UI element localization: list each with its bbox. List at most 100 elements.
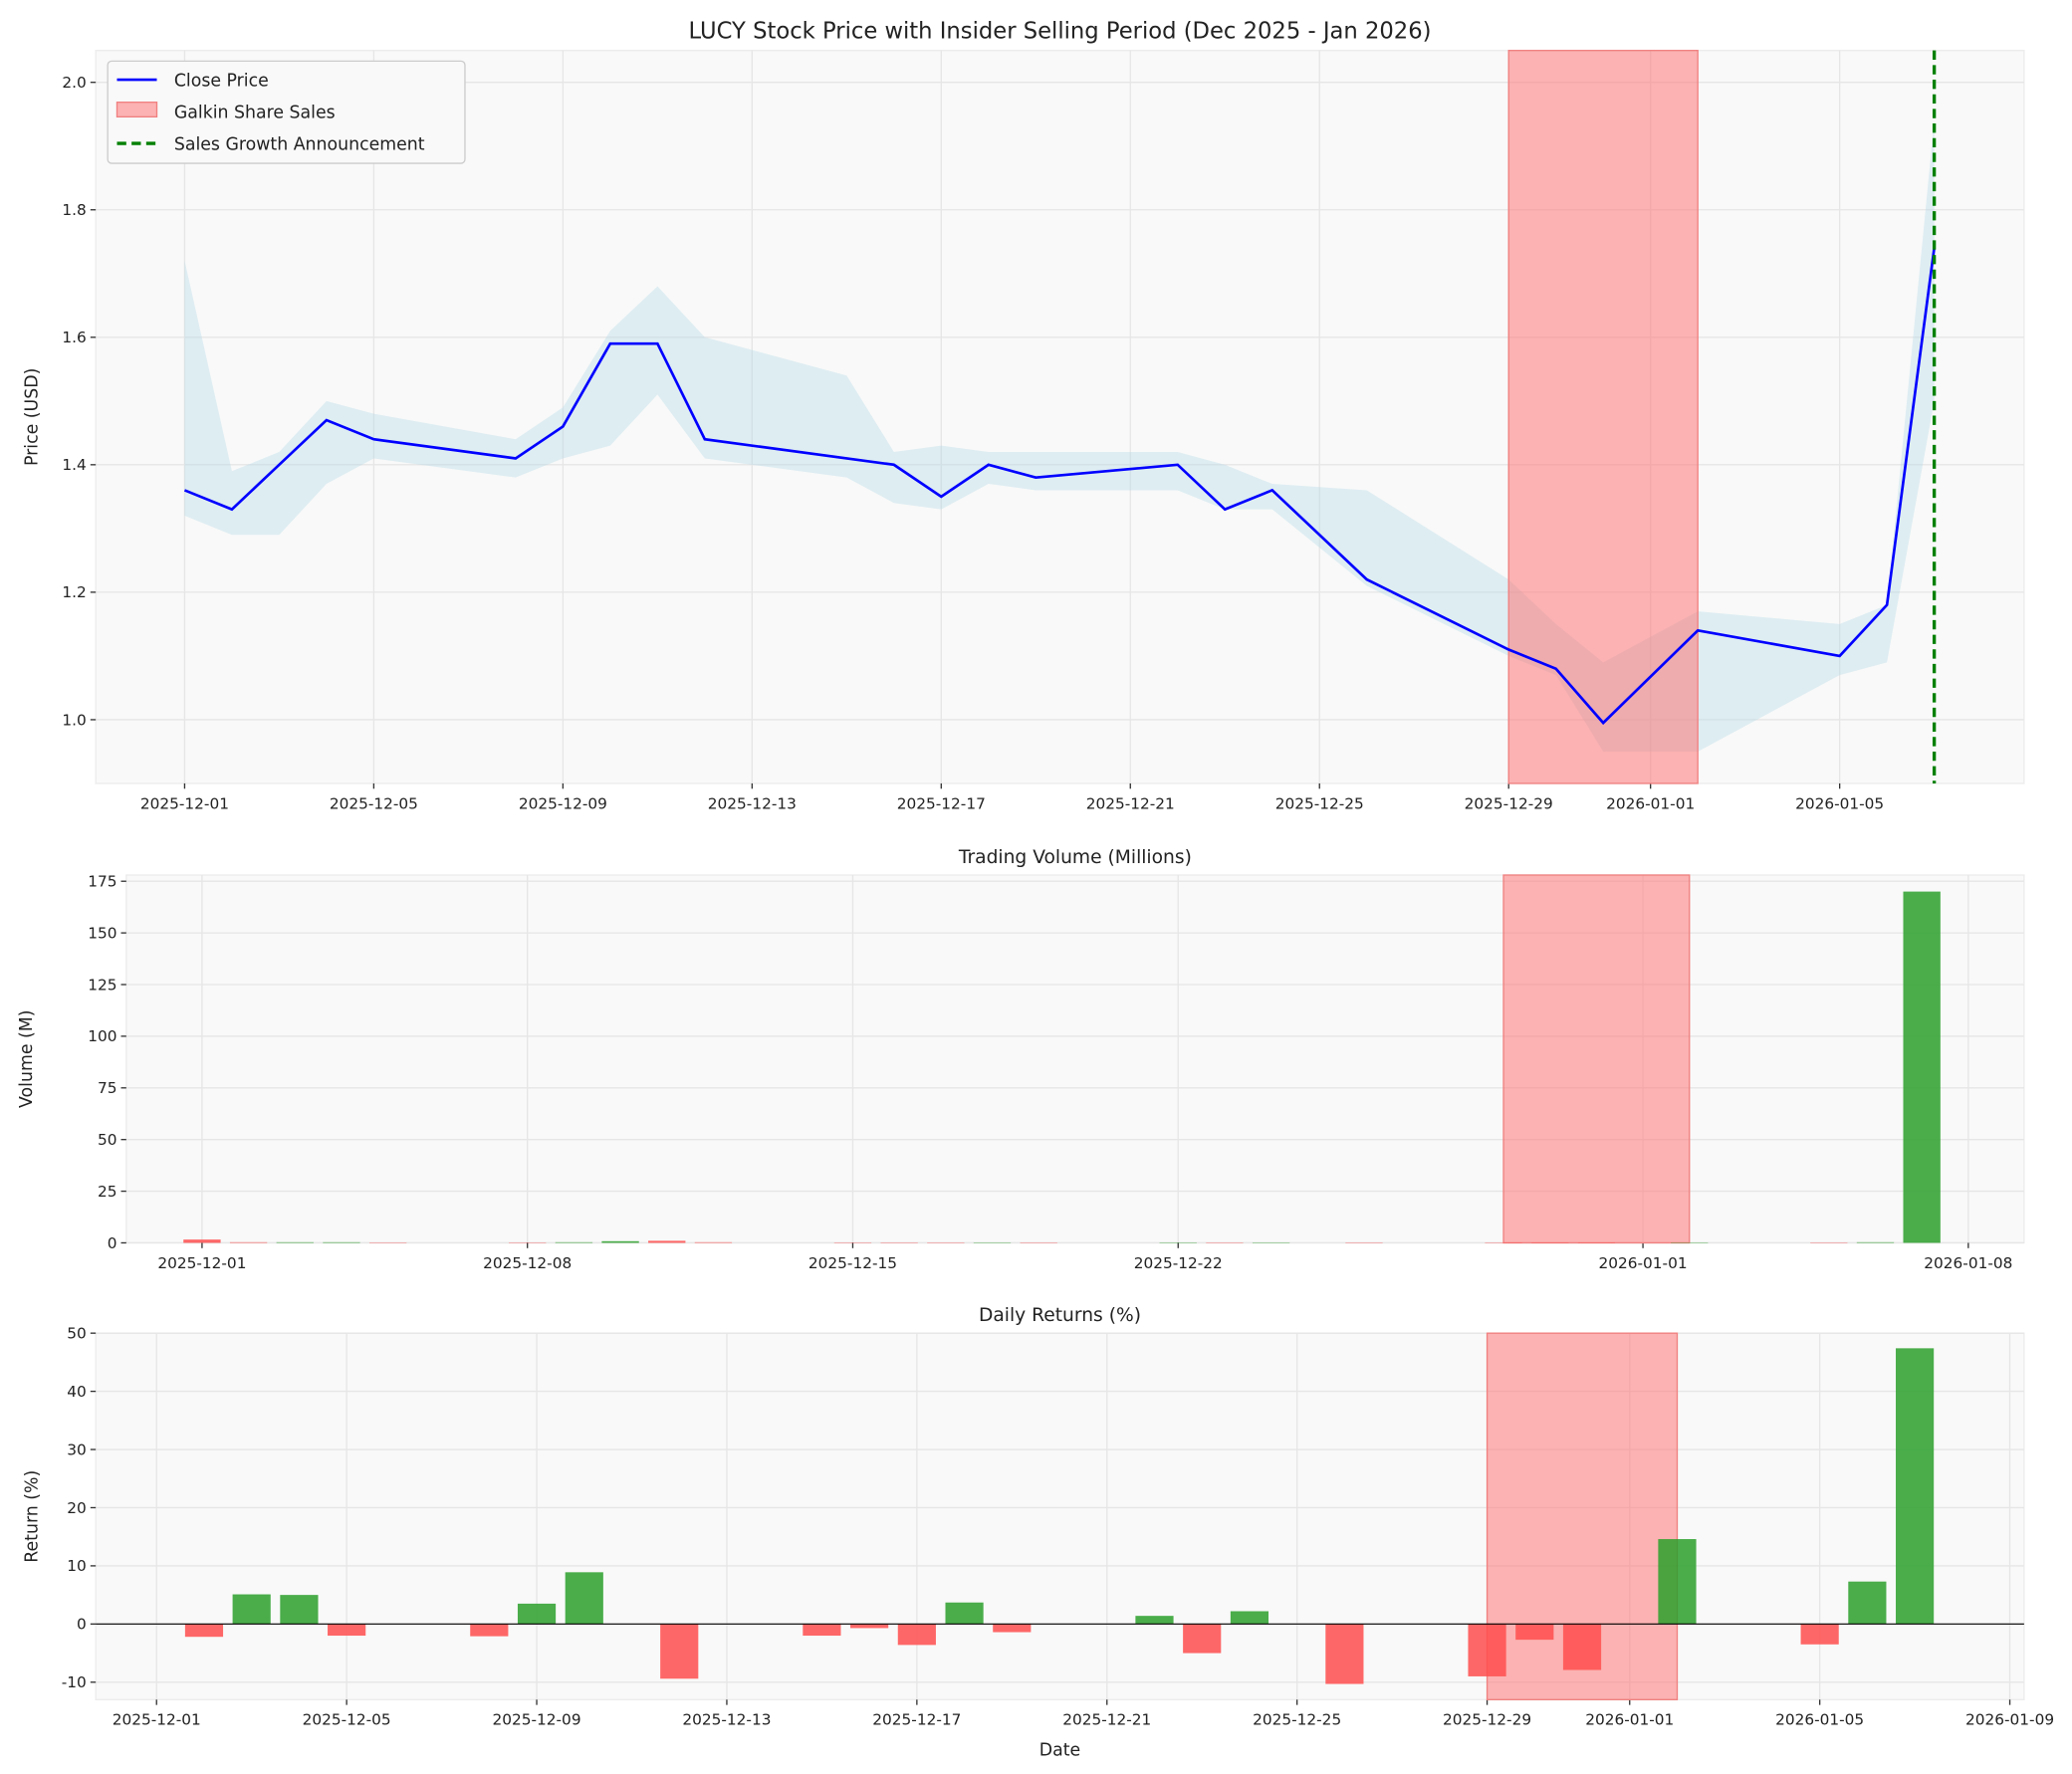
x-tick-label: 2025-12-09 [519,794,607,812]
return-bar [1230,1611,1269,1625]
y-tick-label: 125 [88,976,116,994]
y-tick-label: 2.0 [62,74,86,92]
legend-label: Sales Growth Announcement [174,135,425,155]
x-tick-label: 2025-12-17 [897,794,986,812]
volume-bar [323,1241,360,1243]
x-tick-label: 2026-01-09 [1965,1711,2054,1729]
x-tick-label: 2025-12-15 [808,1254,897,1272]
volume-bar [276,1241,314,1243]
y-tick-label: 50 [67,1325,87,1343]
y-tick-label: 0 [77,1616,87,1634]
y-tick-label: 1.6 [62,329,86,346]
return-bar [1183,1624,1222,1654]
return-bar [945,1602,984,1625]
volume-bar [1856,1241,1895,1243]
plot-area [125,874,2025,1244]
x-tick-label: 2025-12-09 [492,1711,580,1729]
x-tick-label: 2025-12-01 [113,1711,201,1729]
return-bar [565,1572,603,1625]
return-bar [1896,1348,1935,1625]
return-bar [470,1624,509,1637]
x-axis-label: Date [1039,1740,1080,1760]
x-tick-label: 2026-01-01 [1606,794,1695,812]
y-axis-label: Volume (M) [17,1010,37,1108]
return-bar [803,1624,841,1637]
returns-chart: -10 0 10 20 30 40 50 2025-12-01 2025-12-05 2025-1… [22,1305,2054,1760]
volume-bar [694,1241,733,1243]
return-bar [1658,1539,1697,1625]
x-tick-label: 2025-12-05 [303,1711,391,1729]
return-bar [517,1603,557,1625]
x-tick-label: 2025-12-08 [483,1254,572,1272]
y-tick-label: -10 [62,1673,87,1691]
plot-area [95,1332,2025,1700]
return-bar [660,1624,699,1679]
close-price-line [183,247,1936,726]
return-bar [280,1595,319,1625]
legend: Close Price Galkin Share Sales Sales Growt… [107,60,466,164]
volume-bar [601,1240,639,1243]
volume-chart: 0 25 50 75 100 125 150 175 2025-12-01 2025-12-08 2… [17,847,2025,1272]
x-tick-label: 2025-12-21 [1062,1711,1151,1729]
return-bar [1800,1624,1839,1645]
volume-bar [183,1239,221,1243]
x-tick-label: 2025-12-13 [708,794,797,812]
y-tick-label: 25 [98,1183,117,1201]
x-tick-label: 2025-12-05 [330,794,418,812]
volume-bar [229,1241,268,1243]
return-bar [993,1624,1032,1633]
y-tick-label: 75 [98,1079,117,1097]
y-tick-label: 175 [88,873,116,891]
y-tick-label: 40 [67,1383,87,1401]
return-bar [1562,1624,1602,1670]
x-tick-label: 2025-12-13 [682,1711,771,1729]
legend-label: Galkin Share Sales [174,104,336,123]
return-bar [850,1624,889,1629]
x-tick-label: 2026-01-01 [1599,1254,1688,1272]
return-bar [1135,1616,1174,1625]
y-tick-label: 1.2 [62,583,86,601]
chart-title: LUCY Stock Price with Insider Selling Pe… [689,19,1432,45]
x-tick-label: 2025-12-22 [1134,1254,1223,1272]
chart-title: Daily Returns (%) [979,1305,1141,1326]
return-bar [328,1624,366,1637]
x-tick-label: 2025-12-17 [872,1711,961,1729]
y-tick-label: 100 [88,1027,116,1045]
x-tick-label: 2025-12-29 [1443,1711,1531,1729]
plot-area [95,50,2025,784]
y-axis-label: Price (USD) [22,368,42,466]
x-tick-label: 2026-01-05 [1775,1711,1864,1729]
x-tick-label: 2026-01-01 [1585,1711,1674,1729]
x-tick-label: 2025-12-01 [140,794,229,812]
legend-label: Close Price [174,72,269,92]
y-tick-label: 0 [108,1234,117,1252]
y-tick-label: 1.0 [62,711,86,729]
return-bar [1515,1624,1554,1641]
y-tick-label: 50 [98,1131,117,1149]
volume-bar [555,1241,593,1243]
volume-bar [648,1240,686,1243]
y-tick-label: 1.4 [62,456,86,474]
x-tick-label: 2025-12-21 [1086,794,1175,812]
legend-box [107,60,466,164]
legend-swatch-shade [115,102,158,118]
return-bar [184,1624,224,1638]
chart-title: Trading Volume (Millions) [958,847,1192,868]
y-axis-label: Return (%) [22,1470,42,1563]
x-tick-label: 2025-12-25 [1253,1711,1341,1729]
return-bar [1468,1624,1506,1676]
x-tick-label: 2025-12-25 [1275,794,1364,812]
high-low-band [184,120,1935,752]
y-tick-label: 1.8 [62,201,86,219]
galkin-sales-shade [1502,874,1691,1244]
price-chart: 1.0 1.2 1.4 1.6 1.8 2.0 2025-12-01 2025-12-05 20… [22,19,2025,812]
y-tick-label: 10 [67,1557,87,1575]
return-bar [232,1594,271,1625]
return-bar [1848,1581,1887,1625]
x-tick-label: 2026-01-05 [1795,794,1884,812]
y-tick-label: 20 [67,1499,87,1517]
galkin-sales-shade [1507,50,1699,784]
return-bar [1325,1624,1364,1684]
y-tick-label: 150 [88,924,116,942]
